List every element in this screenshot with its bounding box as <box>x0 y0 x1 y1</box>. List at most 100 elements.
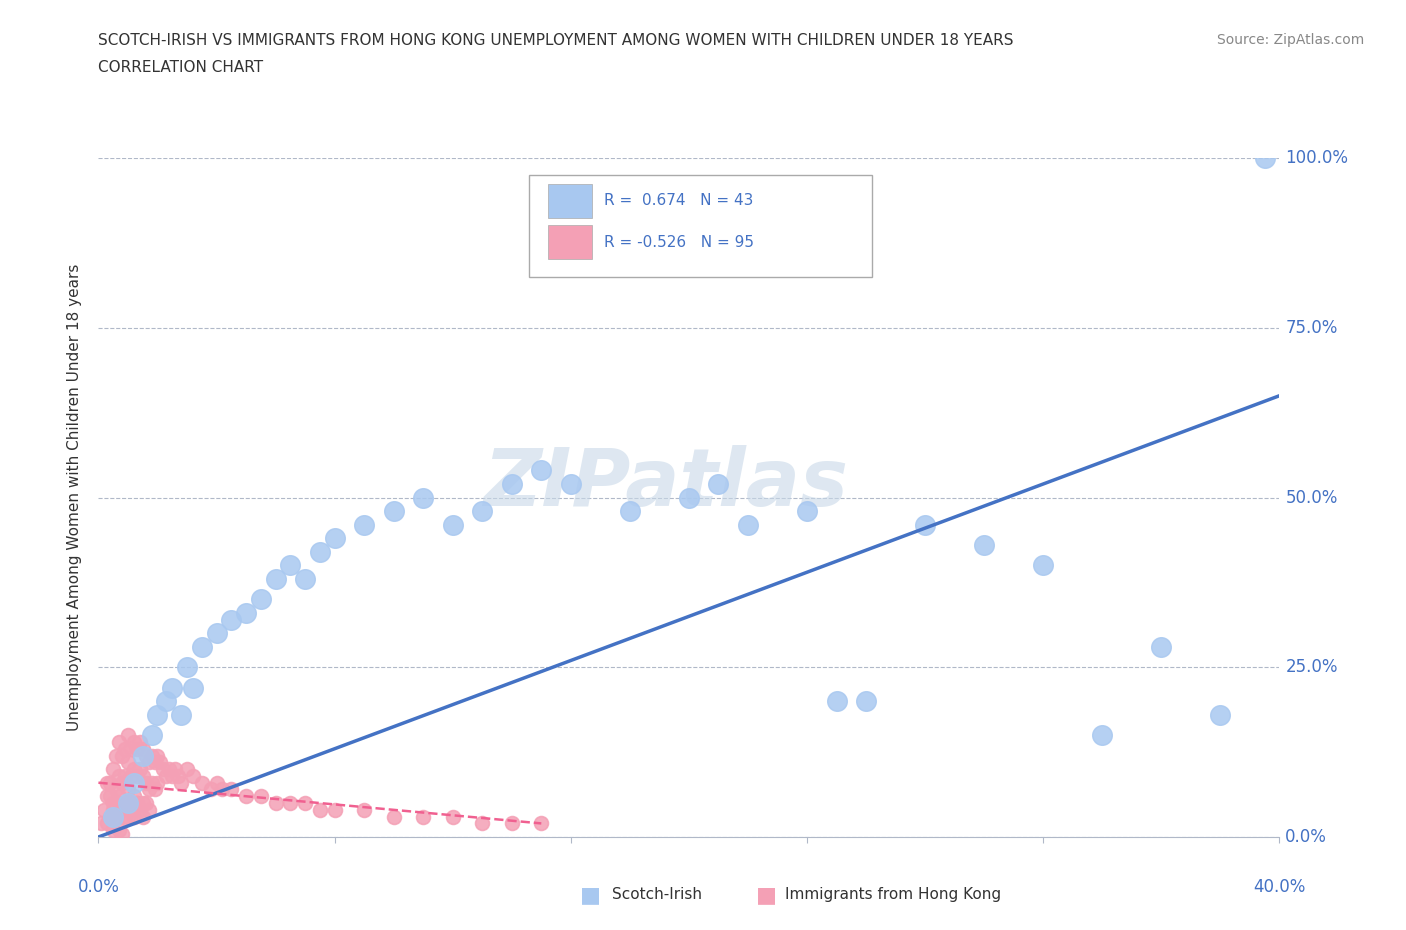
Point <box>530 816 553 830</box>
Point <box>108 735 131 750</box>
Point <box>1209 708 1232 723</box>
Point <box>1150 640 1173 655</box>
Point <box>111 803 134 817</box>
Point <box>108 789 131 804</box>
Point <box>278 796 302 811</box>
Point <box>105 809 128 824</box>
Point <box>250 592 273 607</box>
Point <box>117 727 139 742</box>
Point <box>1254 151 1277 166</box>
Point <box>167 768 190 783</box>
Point <box>143 782 166 797</box>
Text: Immigrants from Hong Kong: Immigrants from Hong Kong <box>785 887 1001 902</box>
Point <box>219 612 243 627</box>
Point <box>619 504 641 519</box>
Text: ■: ■ <box>581 884 600 905</box>
Point <box>149 755 172 770</box>
Point <box>125 796 148 811</box>
Point <box>162 680 183 695</box>
Point <box>176 660 198 675</box>
Text: R = -0.526   N = 95: R = -0.526 N = 95 <box>605 235 754 250</box>
Point <box>111 748 134 763</box>
Text: 50.0%: 50.0% <box>1285 488 1337 507</box>
Text: ZIPatlas: ZIPatlas <box>482 445 848 523</box>
Point <box>122 735 145 750</box>
Point <box>132 768 155 783</box>
Point <box>138 755 160 770</box>
Point <box>117 755 139 770</box>
FancyBboxPatch shape <box>548 184 592 218</box>
Point <box>707 476 730 491</box>
Point <box>191 776 214 790</box>
Point <box>146 748 169 763</box>
Point <box>120 741 142 756</box>
Point <box>143 755 166 770</box>
Point <box>181 680 204 695</box>
Point <box>678 490 700 505</box>
Point <box>205 776 228 790</box>
Point <box>114 768 136 783</box>
Point <box>141 776 163 790</box>
Point <box>93 803 115 817</box>
Point <box>181 768 204 783</box>
Point <box>146 776 169 790</box>
Point <box>103 823 125 838</box>
Point <box>170 708 193 723</box>
Text: ■: ■ <box>756 884 776 905</box>
Point <box>135 796 157 811</box>
Point <box>103 803 125 817</box>
Point <box>141 748 163 763</box>
Point <box>96 789 118 804</box>
Text: 0.0%: 0.0% <box>1285 828 1327 846</box>
Point <box>103 809 125 824</box>
Point <box>264 796 287 811</box>
Point <box>125 796 148 811</box>
Point <box>441 809 464 824</box>
Point <box>90 816 112 830</box>
Point <box>132 741 155 756</box>
Point <box>120 803 142 817</box>
Point <box>117 796 139 811</box>
Point <box>128 803 150 817</box>
Point <box>108 768 131 783</box>
Point <box>138 782 160 797</box>
Point <box>219 782 243 797</box>
Point <box>132 748 155 763</box>
Text: 25.0%: 25.0% <box>1285 658 1339 676</box>
Point <box>501 816 523 830</box>
Point <box>471 816 494 830</box>
Point <box>323 531 346 546</box>
Point <box>117 796 139 811</box>
Point <box>278 558 302 573</box>
Point <box>294 572 316 587</box>
Point <box>412 490 434 505</box>
Point <box>191 640 214 655</box>
Point <box>98 789 121 804</box>
Point <box>294 796 316 811</box>
Point <box>155 768 177 783</box>
Point <box>96 816 118 830</box>
Point <box>105 809 128 824</box>
FancyBboxPatch shape <box>548 225 592 259</box>
Point <box>353 803 375 817</box>
Point <box>264 572 287 587</box>
Point <box>114 796 136 811</box>
Point <box>914 517 936 532</box>
Point <box>135 748 157 763</box>
Point <box>530 463 553 478</box>
Point <box>122 809 145 824</box>
Point <box>162 768 183 783</box>
Point <box>125 768 148 783</box>
Point <box>108 823 131 838</box>
Text: Scotch-Irish: Scotch-Irish <box>612 887 702 902</box>
Point <box>122 776 145 790</box>
Point <box>211 782 233 797</box>
Point <box>855 694 877 709</box>
Text: 75.0%: 75.0% <box>1285 319 1337 337</box>
Point <box>120 768 142 783</box>
Point <box>98 809 121 824</box>
Point <box>132 809 155 824</box>
Point <box>117 782 139 797</box>
Point <box>309 544 332 559</box>
Point <box>471 504 494 519</box>
